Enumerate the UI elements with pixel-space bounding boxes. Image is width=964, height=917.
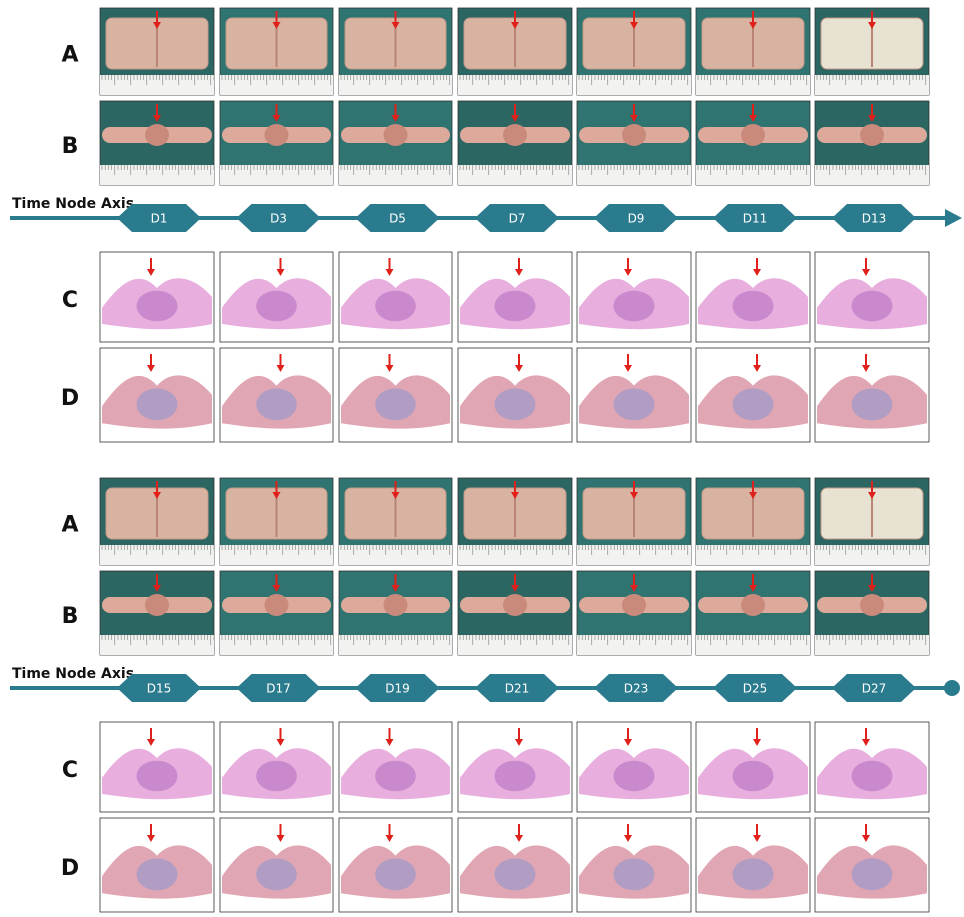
- anastomosis: [145, 124, 169, 146]
- anastomosis: [384, 594, 408, 616]
- row-label: A: [61, 513, 78, 538]
- tissue-core: [375, 388, 416, 420]
- row-label: C: [62, 288, 78, 313]
- tissue-core: [136, 291, 177, 322]
- tissue-core: [732, 291, 773, 322]
- tissue-core: [256, 291, 297, 322]
- tissue-core: [613, 291, 654, 322]
- tissue-core: [494, 761, 535, 792]
- tissue-core: [136, 858, 177, 890]
- time-node-label: D25: [743, 682, 768, 696]
- tissue-core: [613, 858, 654, 890]
- anastomosis: [741, 594, 765, 616]
- anastomosis: [265, 124, 289, 146]
- tissue-core: [851, 761, 892, 792]
- tissue-core: [256, 858, 297, 890]
- anastomosis: [622, 594, 646, 616]
- ruler: [100, 75, 214, 95]
- tissue-core: [256, 761, 297, 792]
- tissue-core: [136, 761, 177, 792]
- tissue-core: [732, 761, 773, 792]
- axis-title: Time Node Axis: [12, 196, 134, 212]
- ruler: [100, 165, 214, 185]
- axis-title: Time Node Axis: [12, 666, 134, 682]
- anastomosis: [503, 594, 527, 616]
- tissue-core: [375, 761, 416, 792]
- time-node-label: D17: [266, 682, 291, 696]
- ruler: [577, 635, 691, 655]
- time-node-label: D15: [147, 682, 172, 696]
- ruler: [458, 545, 572, 565]
- time-node-label: D27: [862, 682, 887, 696]
- time-node-label: D3: [270, 212, 287, 226]
- row-label: C: [62, 758, 78, 783]
- anastomosis: [860, 594, 884, 616]
- tissue-core: [851, 291, 892, 322]
- row-label: B: [62, 604, 79, 629]
- tissue-core: [494, 858, 535, 890]
- tissue-core: [375, 291, 416, 322]
- anastomosis: [503, 124, 527, 146]
- tissue-core: [732, 388, 773, 420]
- ruler: [696, 635, 810, 655]
- tissue-core: [851, 858, 892, 890]
- tissue-core: [494, 388, 535, 420]
- anastomosis: [145, 594, 169, 616]
- ruler: [696, 75, 810, 95]
- time-node-label: D5: [389, 212, 406, 226]
- tissue-core: [375, 858, 416, 890]
- ruler: [577, 75, 691, 95]
- row-label: B: [62, 134, 79, 159]
- ruler: [458, 165, 572, 185]
- row-label: A: [61, 43, 78, 68]
- time-node-label: D13: [862, 212, 887, 226]
- ruler: [815, 545, 929, 565]
- ruler: [458, 635, 572, 655]
- time-node-label: D11: [743, 212, 768, 226]
- anastomosis: [860, 124, 884, 146]
- anastomosis: [741, 124, 765, 146]
- tissue-core: [494, 291, 535, 322]
- tissue-core: [613, 761, 654, 792]
- tissue-core: [613, 388, 654, 420]
- axis-end: [944, 680, 960, 696]
- row-label: D: [61, 856, 79, 881]
- page: {"sections": [ {"photo_rows": ["A", "B"]…: [0, 0, 964, 917]
- ruler: [696, 545, 810, 565]
- anastomosis: [384, 124, 408, 146]
- ruler: [100, 635, 214, 655]
- row-label: D: [61, 386, 79, 411]
- time-node-label: D23: [624, 682, 649, 696]
- ruler: [815, 635, 929, 655]
- ruler: [458, 75, 572, 95]
- ruler: [696, 165, 810, 185]
- anastomosis: [622, 124, 646, 146]
- axis-arrowhead: [945, 209, 962, 227]
- time-node-label: D9: [628, 212, 645, 226]
- anastomosis: [265, 594, 289, 616]
- tissue-core: [136, 388, 177, 420]
- ruler: [815, 75, 929, 95]
- tissue-core: [732, 858, 773, 890]
- tissue-core: [851, 388, 892, 420]
- ruler: [577, 165, 691, 185]
- time-node-label: D1: [151, 212, 168, 226]
- tissue-core: [256, 388, 297, 420]
- time-node-label: D21: [505, 682, 530, 696]
- ruler: [100, 545, 214, 565]
- time-node-label: D19: [385, 682, 410, 696]
- time-node-label: D7: [509, 212, 526, 226]
- ruler: [577, 545, 691, 565]
- figure: A B Time Node Axis D1 D3 D5 D7 D9 D11 D13 C D A B Time…: [0, 0, 964, 917]
- ruler: [815, 165, 929, 185]
